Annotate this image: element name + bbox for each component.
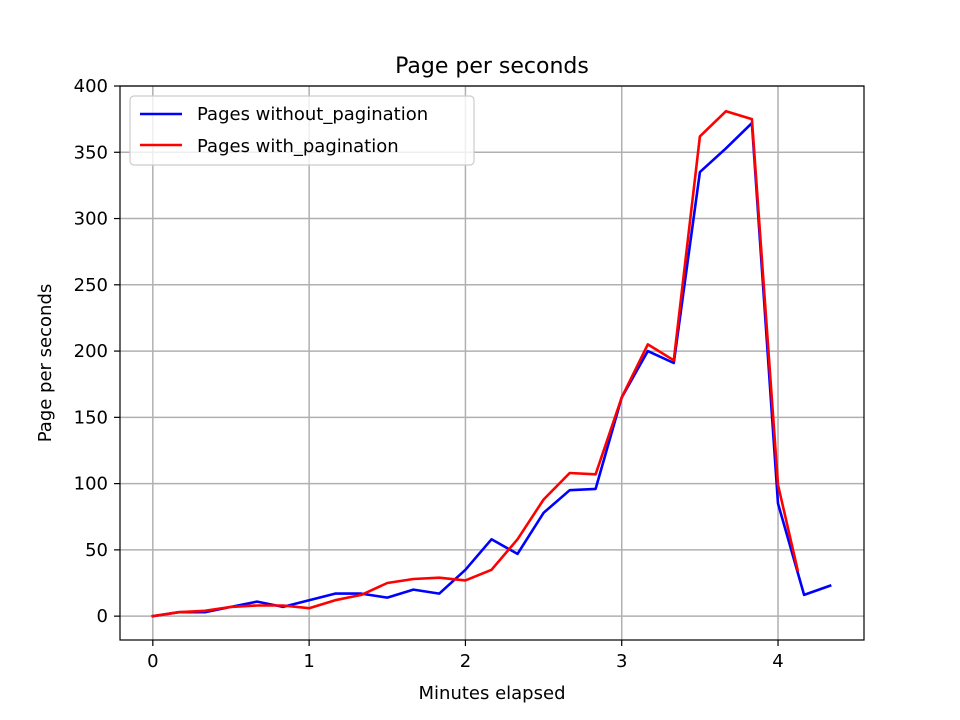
y-tick-label: 100	[74, 474, 108, 495]
legend-label-with-pagination: Pages with_pagination	[197, 136, 399, 157]
y-tick-label: 200	[74, 341, 108, 362]
y-tick-label: 50	[85, 540, 108, 561]
legend-label-without-pagination: Pages without_pagination	[197, 104, 428, 125]
series-line-without-pagination	[151, 121, 832, 618]
y-tick-label: 400	[74, 76, 108, 97]
legend: Pages without_pagination Pages with_pagi…	[129, 95, 475, 166]
chart-title: Page per seconds	[395, 54, 589, 79]
series-line-with-pagination	[151, 109, 800, 618]
y-tick-label: 250	[74, 275, 108, 296]
x-axis-ticks: 0 1 2 3 4	[147, 640, 784, 672]
legend-box	[129, 95, 475, 166]
series-layer	[151, 109, 832, 618]
x-tick-label: 4	[772, 651, 783, 672]
x-tick-label: 3	[616, 651, 627, 672]
x-grid-lines	[152, 86, 779, 640]
x-tick-label: 0	[147, 651, 158, 672]
y-tick-label: 300	[74, 209, 108, 230]
y-axis-label: Page per seconds	[35, 284, 56, 443]
x-tick-label: 2	[460, 651, 471, 672]
plot-area-background	[120, 86, 864, 640]
x-tick-label: 1	[303, 651, 314, 672]
y-tick-label: 350	[74, 142, 108, 163]
plot-frame	[119, 85, 865, 641]
y-axis-ticks: 0 50 100 150 200 250 300 350 400	[74, 76, 120, 627]
y-tick-label: 0	[97, 606, 108, 627]
y-tick-label: 150	[74, 407, 108, 428]
x-axis-label: Minutes elapsed	[419, 683, 566, 704]
